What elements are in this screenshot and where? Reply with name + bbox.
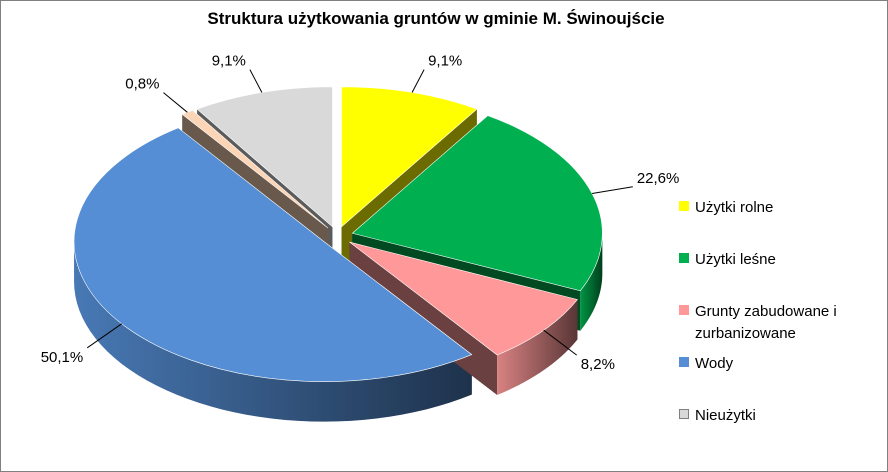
leader-line-0 xyxy=(411,69,425,93)
data-label-2: 8,2% xyxy=(581,356,615,373)
leader-line-4 xyxy=(163,92,188,113)
legend-item-grunty-zabudowane-i-zurbanizowane: Grunty zabudowane i zurbanizowane xyxy=(679,301,885,345)
legend-label: Użytki leśne xyxy=(695,251,776,268)
legend-label: Użytki rolne xyxy=(695,199,774,216)
legend-swatch xyxy=(679,409,689,419)
leader-line-5 xyxy=(249,69,263,93)
slice-rim-22-6-1 xyxy=(580,232,603,331)
data-label-4: 0,8% xyxy=(125,76,159,93)
data-label-0: 9,1% xyxy=(428,53,462,70)
chart-title: Struktura użytkowania gruntów w gminie M… xyxy=(207,9,665,28)
slice-rim-50-1-3 xyxy=(74,241,472,422)
pie-slice-uzytki-rolne xyxy=(341,86,478,228)
data-label-1: 22,6% xyxy=(637,170,680,187)
leader-line-1 xyxy=(591,186,633,195)
legend-item-wody: Wody xyxy=(679,353,885,375)
legend-item-uzytki-rolne: Użytki rolne xyxy=(679,197,885,219)
legend-swatch xyxy=(679,305,689,315)
legend-swatch xyxy=(679,253,689,263)
legend-swatch xyxy=(679,357,689,367)
legend-label: Wody xyxy=(695,355,734,372)
legend-label: Grunty zabudowane i zurbanizowane xyxy=(695,303,837,342)
legend-item-nieuzytki: Nieużytki xyxy=(679,405,885,427)
legend-swatch xyxy=(679,201,689,211)
leader-line-3 xyxy=(86,323,122,349)
leader-line-2 xyxy=(543,329,578,356)
slice-rim-8-2-2 xyxy=(497,299,578,395)
data-label-3: 50,1% xyxy=(41,349,84,366)
pie-slice-nieuzytki xyxy=(196,86,333,228)
legend-label: Nieużytki xyxy=(695,407,756,424)
data-label-5: 9,1% xyxy=(212,53,246,70)
pie-slice-uzytki-lesne xyxy=(351,115,603,292)
legend-item-uzytki-lesne: Użytki leśne xyxy=(679,249,885,271)
pie-slice-grunty-zabudowane-i-zurbanizowane xyxy=(349,241,578,356)
